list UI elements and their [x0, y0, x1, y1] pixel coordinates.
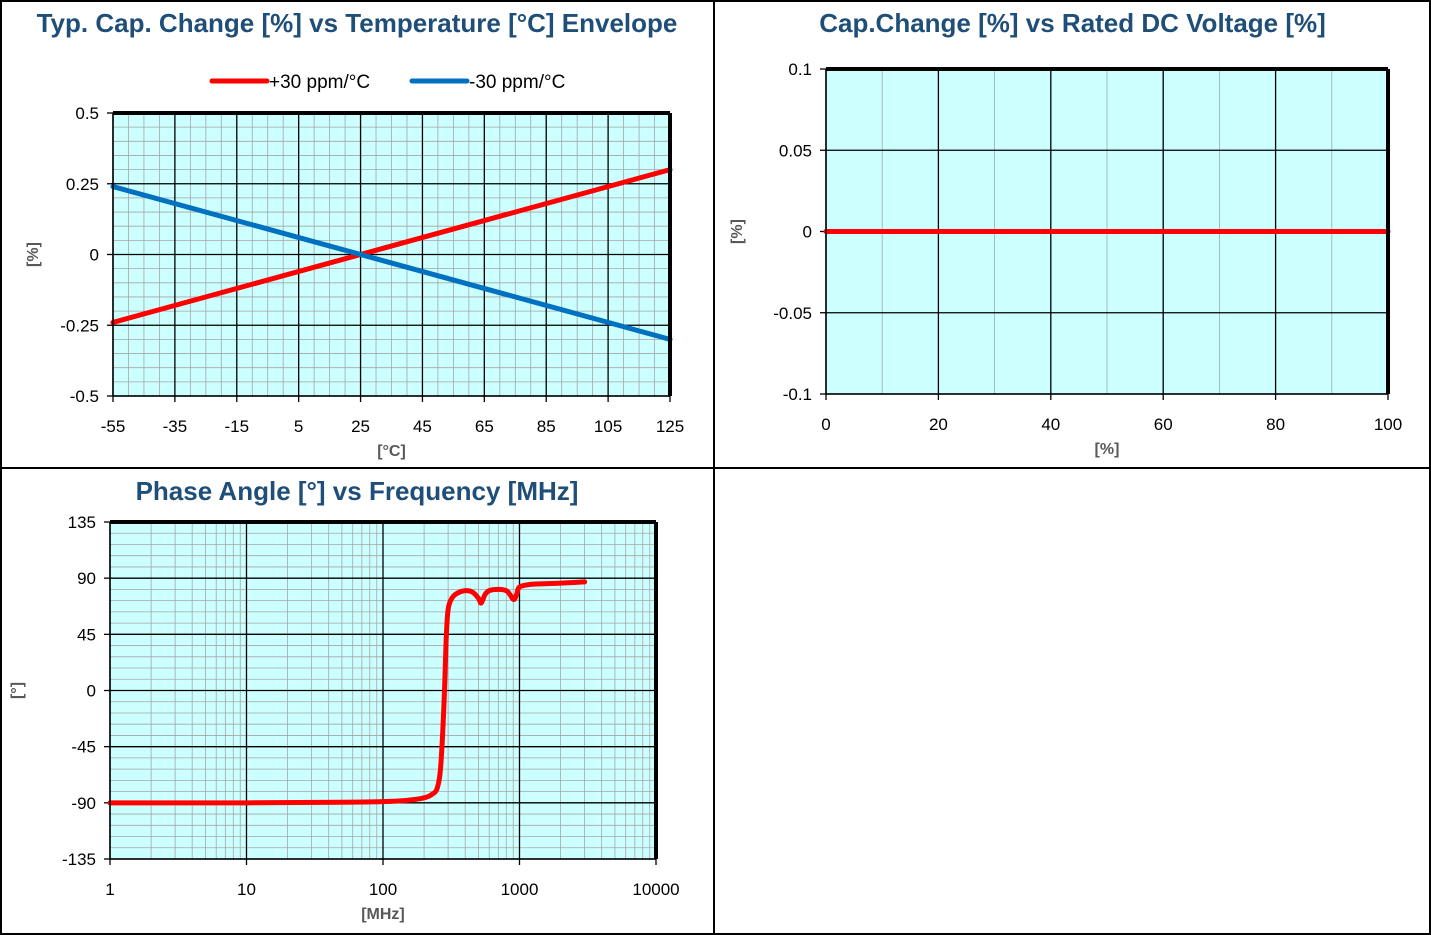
y-tick-label: 135	[68, 513, 96, 532]
y-tick-label: 45	[77, 625, 96, 644]
x-tick-label: 60	[1154, 415, 1173, 434]
x-tick-label: 45	[413, 417, 432, 436]
y-tick-label: 0.05	[779, 141, 812, 160]
phase-chart: -135 -90 -45 0 45 90 135 1 10 100 1000 10000 [MHz] [°…	[9, 513, 680, 923]
phase-chart-panel: Phase Angle [°] vs Frequency [MHz] -135-…	[0, 468, 714, 935]
x-tick-label: -15	[224, 417, 249, 436]
y-axis-title: [°]	[9, 682, 26, 699]
voltage-chart: -0.1 -0.05 0 0.05 0.1 0 20 40 60 80 100 [%] [%]	[729, 60, 1402, 458]
x-axis-title: [MHz]	[361, 906, 405, 923]
temperature-chart: -0.5 -0.25 0 0.25 0.5 -55 -35 -15 5 25 45 65 85 105 12…	[25, 72, 684, 460]
voltage-chart-panel: Cap.Change [%] vs Rated DC Voltage [%] -…	[714, 0, 1431, 468]
y-tick-label: -135	[62, 850, 96, 869]
y-axis-title: [%]	[729, 219, 746, 244]
x-tick-label: 10	[237, 880, 256, 899]
x-tick-label: 25	[351, 417, 370, 436]
x-tick-label: 5	[294, 417, 303, 436]
y-tick-label: -0.25	[60, 316, 99, 335]
x-tick-label: 10000	[632, 880, 679, 899]
x-tick-label: -35	[163, 417, 188, 436]
x-tick-label: 125	[656, 417, 684, 436]
y-tick-label: -90	[71, 794, 96, 813]
x-tick-label: 0	[821, 415, 830, 434]
y-tick-label: 0.1	[788, 60, 812, 79]
x-tick-label: 40	[1041, 415, 1060, 434]
x-tick-label: 85	[537, 417, 556, 436]
y-tick-label: -0.1	[783, 385, 812, 404]
y-tick-label: 0	[90, 246, 99, 265]
y-tick-label: 0	[87, 682, 96, 701]
y-tick-label: -0.05	[773, 304, 812, 323]
x-tick-label: 100	[1374, 415, 1402, 434]
y-tick-label: 0.25	[66, 175, 99, 194]
x-tick-label: 100	[369, 880, 397, 899]
x-tick-label: 20	[929, 415, 948, 434]
x-tick-label: -55	[101, 417, 126, 436]
x-tick-label: 1000	[501, 880, 539, 899]
x-axis-title: [°C]	[377, 443, 406, 460]
y-tick-label: 0.5	[75, 104, 99, 123]
legend-label-0: +30 ppm/°C	[269, 72, 370, 93]
empty-panel	[714, 468, 1431, 935]
x-tick-label: 80	[1266, 415, 1285, 434]
x-tick-label: 105	[594, 417, 622, 436]
y-tick-label: -45	[71, 738, 96, 757]
temperature-chart-panel: Typ. Cap. Change [%] vs Temperature [°C]…	[0, 0, 714, 468]
x-tick-label: 1	[105, 880, 114, 899]
y-tick-label: 0	[803, 223, 812, 242]
y-axis-title: [%]	[25, 242, 42, 267]
legend: +30 ppm/°C -30 ppm/°C	[209, 72, 565, 93]
legend-label-1: -30 ppm/°C	[469, 72, 565, 93]
x-tick-label: 65	[475, 417, 494, 436]
y-tick-label: -0.5	[70, 387, 99, 406]
x-axis-title: [%]	[1095, 441, 1120, 458]
y-tick-label: 90	[77, 569, 96, 588]
